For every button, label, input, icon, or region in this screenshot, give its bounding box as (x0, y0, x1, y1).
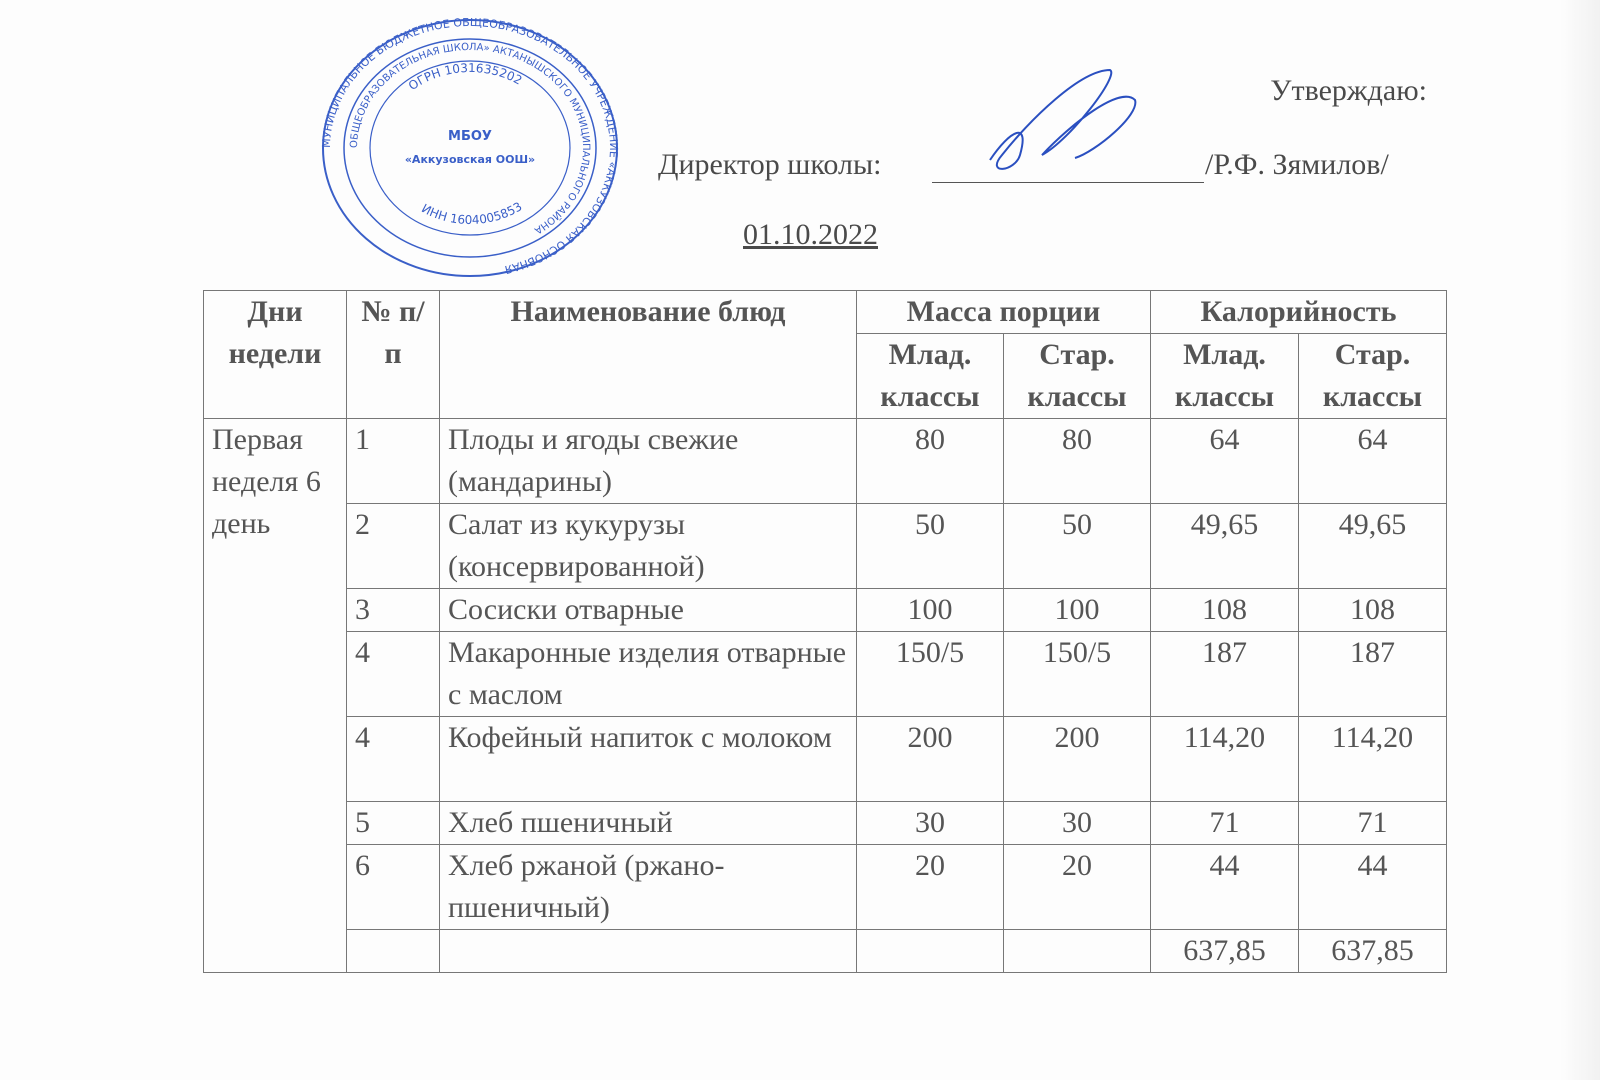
cell-ms: 20 (1003, 844, 1151, 930)
header-cal-junior: Млад. классы (1150, 333, 1299, 419)
row-num: 2 (346, 503, 440, 589)
cell-ms: 30 (1003, 801, 1151, 845)
table-row: 4 Кофейный напиток с молоком 200 200 114,20 1… (204, 716, 1447, 802)
cell-mj: 100 (856, 588, 1004, 632)
dish-name: Макаронные изделия отварные с маслом (439, 631, 857, 717)
table-row: 3 Сосиски отварные 100 100 108 108 (204, 588, 1447, 632)
cell-cj: 114,20 (1150, 716, 1299, 802)
row-num: 1 (346, 418, 440, 504)
table-row: Первая неделя 6 день 1 Плоды и ягоды свежи… (203, 418, 1447, 973)
row-num: 3 (346, 588, 440, 632)
cell-ms: 80 (1003, 418, 1151, 504)
row-num: 5 (346, 801, 440, 845)
empty-cell (346, 929, 440, 973)
approval-heading: Утверждаю: (1270, 74, 1427, 107)
cell-mj: 50 (856, 503, 1004, 589)
svg-text:ОГРН 1031635202: ОГРН 1031635202 (406, 61, 525, 93)
cell-cj: 71 (1150, 801, 1299, 845)
cell-mj: 20 (856, 844, 1004, 930)
cell-cs: 49,65 (1298, 503, 1447, 589)
school-stamp: МУНИЦИПАЛЬНОЕ БЮДЖЕТНОЕ ОБЩЕОБРАЗОВАТЕЛЬ… (320, 18, 620, 277)
table-row: 6 Хлеб ржаной (ржано-пшеничный) 20 20 44 44 (204, 844, 1447, 930)
cell-cj: 44 (1150, 844, 1299, 930)
menu-table: Дни недели № п/п Наименование блюд Масса… (203, 290, 1447, 973)
cell-cj: 64 (1150, 418, 1299, 504)
dish-name: Хлеб ржаной (ржано-пшеничный) (439, 844, 857, 930)
stamp-inn: ИНН 1604005853 (419, 199, 524, 227)
header-mass-senior: Стар. классы (1003, 333, 1151, 419)
stamp-center-abbr: МБОУ (448, 129, 492, 144)
cell-cs: 108 (1298, 588, 1447, 632)
dish-name: Плоды и ягоды свежие (мандарины) (439, 418, 857, 504)
dish-name: Сосиски отварные (439, 588, 857, 632)
day-label: Первая неделя 6 день (203, 418, 347, 973)
total-cal-senior: 637,85 (1298, 929, 1447, 973)
header-dish-name: Наименование блюд (439, 290, 857, 419)
cell-mj: 30 (856, 801, 1004, 845)
header-calories: Калорийность (1150, 290, 1447, 334)
row-num: 4 (346, 716, 440, 802)
total-cal-junior: 637,85 (1150, 929, 1299, 973)
cell-cj: 108 (1150, 588, 1299, 632)
header-cal-senior: Стар. классы (1298, 333, 1447, 419)
table-row: 5 Хлеб пшеничный 30 30 71 71 (204, 801, 1447, 845)
header-mass-junior: Млад. классы (856, 333, 1004, 419)
table-row: 4 Макаронные изделия отварные с маслом 150… (204, 631, 1447, 717)
cell-cs: 44 (1298, 844, 1447, 930)
dish-name: Хлеб пшеничный (439, 801, 857, 845)
header-days: Дни недели (203, 290, 347, 419)
stamp-center-name: «Аккузовская ООШ» (405, 153, 535, 166)
svg-text:ИНН 1604005853: ИНН 1604005853 (419, 199, 524, 227)
cell-cj: 49,65 (1150, 503, 1299, 589)
row-num: 4 (346, 631, 440, 717)
cell-cs: 187 (1298, 631, 1447, 717)
header-num: № п/п (346, 290, 440, 419)
approval-date: 01.10.2022 (743, 218, 878, 251)
cell-ms: 100 (1003, 588, 1151, 632)
row-num: 6 (346, 844, 440, 930)
cell-mj: 80 (856, 418, 1004, 504)
header-mass: Масса порции (856, 290, 1151, 334)
cell-ms: 150/5 (1003, 631, 1151, 717)
scan-edge (1560, 0, 1600, 1080)
cell-cs: 64 (1298, 418, 1447, 504)
empty-cell (856, 929, 1004, 973)
total-row: 637,85 637,85 (204, 929, 1447, 973)
director-name: /Р.Ф. Зямилов/ (1205, 148, 1389, 181)
empty-cell (439, 929, 857, 973)
signature-line (932, 182, 1204, 183)
table-row: 2 Салат из кукурузы (консервированной) 50 5… (204, 503, 1447, 589)
dish-name: Салат из кукурузы (консервированной) (439, 503, 857, 589)
stamp-ogrn: ОГРН 1031635202 (406, 61, 525, 93)
cell-mj: 150/5 (856, 631, 1004, 717)
director-signature (989, 68, 1137, 170)
cell-cj: 187 (1150, 631, 1299, 717)
cell-cs: 71 (1298, 801, 1447, 845)
dish-name: Кофейный напиток с молоком (439, 716, 857, 802)
cell-cs: 114,20 (1298, 716, 1447, 802)
cell-ms: 50 (1003, 503, 1151, 589)
cell-mj: 200 (856, 716, 1004, 802)
director-label: Директор школы: (658, 148, 882, 181)
empty-cell (1003, 929, 1151, 973)
cell-ms: 200 (1003, 716, 1151, 802)
